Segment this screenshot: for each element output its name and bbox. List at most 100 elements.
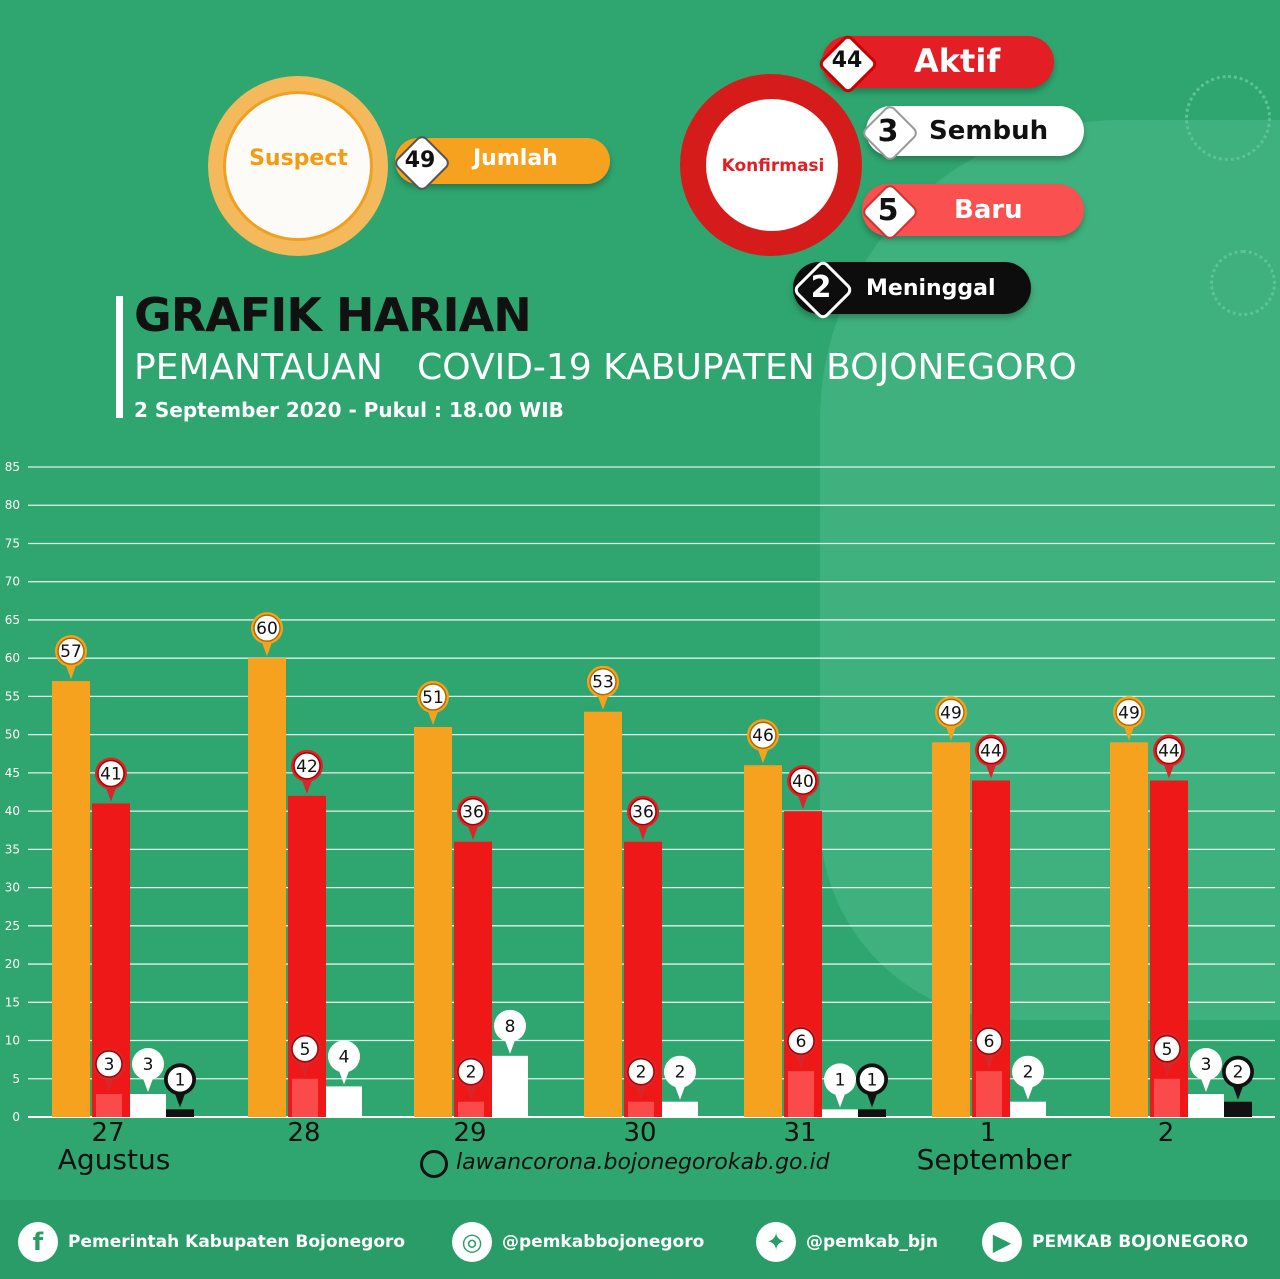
sembuh-bar <box>130 1094 166 1117</box>
sembuh-bar <box>1010 1101 1046 1117</box>
baru-value-label-inner <box>1153 1035 1181 1063</box>
jumlah-value: 49 <box>404 148 436 173</box>
month-label: Agustus <box>58 1143 171 1176</box>
x-tick-label: 29 <box>453 1118 486 1148</box>
suspect-value-label-inner <box>57 637 85 665</box>
suspect-bar <box>414 727 452 1117</box>
sembuh-value-label-inner <box>1014 1057 1042 1086</box>
meninggal-label: Meninggal <box>866 276 996 301</box>
suspect-bar <box>1110 742 1148 1117</box>
x-tick-label: 2 <box>1158 1118 1175 1148</box>
sembuh-label: Sembuh <box>929 116 1049 146</box>
aktif-value-label: 44 <box>1158 742 1180 762</box>
baru-bar <box>1154 1078 1180 1117</box>
page-subtitle: PEMANTAUAN COVID-19 KABUPATEN BOJONEGORO <box>134 347 1077 388</box>
sembuh-value-label-inner <box>666 1057 694 1086</box>
y-tick-label: 10 <box>5 1034 20 1048</box>
suspect-value-label: 57 <box>60 642 82 662</box>
report-date: 2 September 2020 - Pukul : 18.00 WIB <box>134 398 564 422</box>
youtube-link[interactable]: ▶ PEMKAB BOJONEGORO <box>982 1222 1248 1262</box>
suspect-bar <box>248 658 286 1117</box>
aktif-value-label: 36 <box>632 803 654 823</box>
meninggal-bar <box>166 1109 194 1117</box>
baru-value: 5 <box>877 193 899 228</box>
facebook-link[interactable]: f Pemerintah Kabupaten Bojonegoro <box>18 1222 405 1262</box>
y-tick-label: 60 <box>5 651 20 665</box>
baru-value-label-inner <box>95 1050 123 1078</box>
youtube-label: PEMKAB BOJONEGORO <box>1032 1232 1249 1252</box>
sembuh-bar <box>662 1101 698 1117</box>
footer-bar <box>0 1200 1280 1279</box>
suspect-value-label-inner <box>253 614 281 642</box>
y-tick-label: 30 <box>5 881 20 895</box>
meninggal-bar <box>1224 1101 1252 1117</box>
suspect-value-label-inner <box>419 683 447 711</box>
page-title: GRAFIK HARIAN <box>134 288 532 342</box>
facebook-icon: f <box>18 1222 58 1262</box>
y-tick-label: 70 <box>5 575 20 589</box>
baru-label: Baru <box>954 195 1023 225</box>
twitter-link[interactable]: ✦ @pemkab_bjn <box>756 1222 938 1262</box>
baru-bar <box>976 1071 1002 1117</box>
suspect-bar <box>52 681 90 1117</box>
suspect-value-label: 46 <box>752 726 774 746</box>
baru-value-label: 6 <box>796 1032 807 1052</box>
suspect-value-label: 49 <box>940 703 962 723</box>
sembuh-value-label-inner <box>330 1042 358 1071</box>
y-tick-label: 55 <box>5 689 20 703</box>
virus-icon <box>1210 250 1276 316</box>
instagram-icon: ◎ <box>452 1222 492 1262</box>
y-tick-label: 35 <box>5 842 20 856</box>
sembuh-bar <box>822 1109 858 1117</box>
meninggal-value-label: 2 <box>1233 1063 1244 1083</box>
globe-icon <box>420 1150 448 1178</box>
aktif-value-label-inner <box>97 759 125 788</box>
title-accent-bar <box>116 296 123 418</box>
twitter-label: @pemkab_bjn <box>806 1232 938 1252</box>
y-tick-label: 65 <box>5 613 20 627</box>
baru-bar <box>788 1071 814 1117</box>
suspect-value-label-inner <box>589 667 617 696</box>
sembuh-value-label: 8 <box>505 1017 516 1037</box>
sembuh-value-label-inner <box>134 1050 162 1078</box>
baru-value-label: 2 <box>466 1063 477 1083</box>
sembuh-value-label-inner <box>496 1012 524 1040</box>
x-tick-label: 30 <box>623 1118 656 1148</box>
aktif-value-label-inner <box>789 767 817 795</box>
baru-value-label: 6 <box>984 1032 995 1052</box>
aktif-bar <box>784 811 822 1117</box>
sembuh-value-label: 4 <box>339 1047 350 1067</box>
twitter-icon: ✦ <box>756 1222 796 1262</box>
sembuh-value-label-inner <box>826 1065 854 1094</box>
y-tick-label: 40 <box>5 804 20 818</box>
baru-value-label-inner <box>975 1027 1003 1055</box>
aktif-value-label-inner <box>293 752 321 780</box>
x-tick-label: 1 <box>980 1118 997 1148</box>
youtube-icon: ▶ <box>982 1222 1022 1262</box>
instagram-label: @pemkabbojonegoro <box>502 1232 705 1252</box>
suspect-value-label-inner <box>1115 698 1143 727</box>
suspect-value-label: 51 <box>422 688 444 708</box>
month-label: September <box>917 1143 1072 1176</box>
suspect-bar <box>932 742 970 1117</box>
y-tick-label: 50 <box>5 728 20 742</box>
meninggal-value-label-inner <box>858 1065 886 1094</box>
y-tick-label: 85 <box>5 460 20 474</box>
baru-value-label-inner <box>291 1035 319 1063</box>
y-tick-label: 75 <box>5 536 20 550</box>
y-tick-label: 45 <box>5 766 20 780</box>
website-link[interactable]: lawancorona.bojonegorokab.go.id <box>456 1150 830 1175</box>
baru-bar <box>628 1101 654 1117</box>
meninggal-value-label: 1 <box>867 1070 878 1090</box>
suspect-bar <box>744 765 782 1117</box>
jumlah-label: Jumlah <box>473 146 558 171</box>
suspect-label: Suspect <box>249 146 348 171</box>
virus-icon <box>1185 75 1271 161</box>
instagram-link[interactable]: ◎ @pemkabbojonegoro <box>452 1222 704 1262</box>
meninggal-bar <box>858 1109 886 1117</box>
aktif-value-label-inner <box>1155 736 1183 765</box>
aktif-value-label: 36 <box>462 803 484 823</box>
konfirmasi-circle <box>706 99 838 231</box>
aktif-label: Aktif <box>914 42 1001 80</box>
